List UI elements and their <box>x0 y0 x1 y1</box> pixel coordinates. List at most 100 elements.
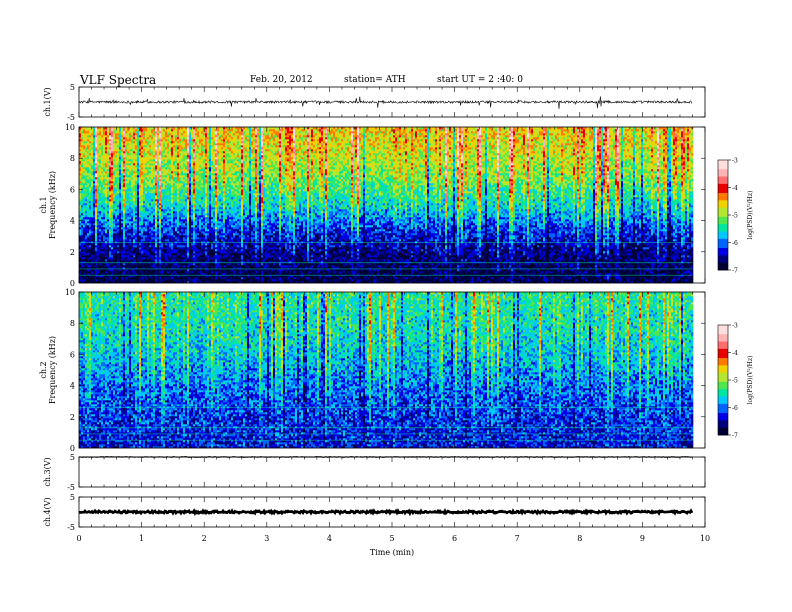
ch1-spectrogram-cell <box>79 149 82 152</box>
ch1-spectrogram-cell <box>135 203 138 206</box>
ch1-spectrogram-cell <box>85 163 88 166</box>
ch1-spectrogram-cell <box>107 161 110 164</box>
ch1-spectrogram-cell <box>95 177 98 180</box>
ch1-spectrogram-cell <box>107 281 110 284</box>
ch1-spectrogram-cell <box>171 215 174 218</box>
ch1-spectrogram-cell <box>141 281 144 284</box>
ch1-spectrogram-cell <box>147 145 150 148</box>
ch1-spectrogram-cell <box>111 211 114 214</box>
ch1-spectrogram-cell <box>143 175 146 178</box>
ch1-spectrogram-cell <box>169 201 172 204</box>
ch1-spectrogram-cell <box>123 281 126 284</box>
ch1-spectrogram-cell <box>123 193 126 196</box>
ch1-spectrogram-cell <box>115 271 118 274</box>
ch1-spectrogram-cell <box>103 239 106 242</box>
ch1-spectrogram-cell <box>101 273 104 276</box>
ch1-spectrogram-cell <box>145 281 148 284</box>
ch1-spectrogram-cell <box>145 225 148 228</box>
ch1-spectrogram-cell <box>105 189 108 192</box>
ch1-spectrogram-cell <box>93 173 96 176</box>
ch1-spectrogram-cell <box>89 147 92 150</box>
ch1-spectrogram-cell <box>133 171 136 174</box>
ch1-spectrogram-cell <box>195 153 198 156</box>
ch1-spectrogram-cell <box>119 189 122 192</box>
ch1-spectrogram-cell <box>195 139 198 142</box>
ch1-spectrogram-cell <box>157 203 160 206</box>
ch1-spectrogram-cell <box>151 231 154 234</box>
ch1-spectrogram-cell <box>125 171 128 174</box>
ch1-spectrogram-cell <box>151 181 154 184</box>
ch1-spectrogram-cell <box>141 205 144 208</box>
ch1-spectrogram-cell <box>115 239 118 242</box>
ch1-spectrogram-cell <box>91 259 94 262</box>
ch1-spectrogram-cell <box>93 267 96 270</box>
ch1-spectrogram-cell <box>187 239 190 242</box>
ch1-spectrogram-cell <box>147 211 150 214</box>
ch1-spectrogram-cell <box>159 259 162 262</box>
ch1-spectrogram-cell <box>93 195 96 198</box>
ch1-spectrogram-cell <box>135 147 138 150</box>
ch1-spectrogram-cell <box>97 183 100 186</box>
ch1-spectrogram-cell <box>135 259 138 262</box>
ch1-spectrogram-cell <box>177 237 180 240</box>
ch1-spectrogram-cell <box>83 253 86 256</box>
ch1-spectrogram-cell <box>121 191 124 194</box>
ch1-spectrogram-cell <box>83 249 86 252</box>
ch1-spectrogram-cell <box>155 237 158 240</box>
ch1-spectrogram-cell <box>101 245 104 248</box>
ch1-spectrogram-cell <box>191 149 194 152</box>
ch1-spectrogram-cell <box>103 177 106 180</box>
ch1-spectrogram-cell <box>167 135 170 138</box>
ch1-spectrogram-cell <box>201 153 204 156</box>
ch1-spectrogram-cell <box>119 259 122 262</box>
ch1-spectrogram-cell <box>155 157 158 160</box>
ch1-spectrogram-cell <box>169 211 172 214</box>
ch1-spectrogram-cell <box>153 193 156 196</box>
ch1-spectrogram-cell <box>127 185 130 188</box>
ch1-spectrogram-cell <box>155 197 158 200</box>
ch1-spectrogram-cell <box>137 147 140 150</box>
ch1-spectrogram-cell <box>121 193 124 196</box>
ch1-spectrogram-cell <box>173 215 176 218</box>
ch1-spectrogram-cell <box>189 233 192 236</box>
ch1-spectrogram-cell <box>163 161 166 164</box>
ch1-spectrogram-cell <box>103 149 106 152</box>
ch1-spectrogram-cell <box>187 163 190 166</box>
ch1-spectrogram-cell <box>153 233 156 236</box>
ch1-spectrogram-cell <box>197 201 200 204</box>
ch1-spectrogram-cell <box>185 207 188 210</box>
ch1-spectrogram-cell <box>191 213 194 216</box>
ch1-spectrogram-cell <box>189 231 192 234</box>
ch1-spectrogram-cell <box>183 177 186 180</box>
ch1-spectrogram-cell <box>185 193 188 196</box>
ch1-spectrogram-cell <box>133 221 136 224</box>
ch1-spectrogram-cell <box>83 133 86 136</box>
ch1-spectrogram-cell <box>171 203 174 206</box>
ch1-spectrogram-cell <box>101 231 104 234</box>
ch1-spectrogram-cell <box>165 223 168 226</box>
ch1-spectrogram-cell <box>139 267 142 270</box>
ch1-spectrogram-cell <box>101 165 104 168</box>
ch1-spectrogram-cell <box>81 269 84 272</box>
ch1-spectrogram-cell <box>89 161 92 164</box>
ch1-spectrogram-cell <box>193 225 196 228</box>
ch1-spectrogram-cell <box>133 165 136 168</box>
ch1-spectrogram-cell <box>199 207 202 210</box>
ch1-spectrogram-cell <box>153 153 156 156</box>
ch1-spectrogram-cell <box>157 165 160 168</box>
ch1-spectrogram-cell <box>185 229 188 232</box>
ch1-spectrogram-cell <box>99 263 102 266</box>
ch1-spectrogram-cell <box>93 239 96 242</box>
ch1-spectrogram-cell <box>101 209 104 212</box>
ch1-spectrogram-cell <box>169 157 172 160</box>
ch1-spectrogram-cell <box>141 215 144 218</box>
ch1-spectrogram-cell <box>171 161 174 164</box>
ch1-spectrogram-cell <box>173 169 176 172</box>
ch1-spectrogram-cell <box>85 251 88 254</box>
ch1-spectrogram-cell <box>129 167 132 170</box>
ch1-spectrogram-cell <box>147 275 150 278</box>
ch1-spectrogram-cell <box>119 165 122 168</box>
ch1-spectrogram-cell <box>203 233 206 236</box>
ch1-spectrogram-cell <box>159 163 162 166</box>
ch1-spectrogram-cell <box>159 207 162 210</box>
